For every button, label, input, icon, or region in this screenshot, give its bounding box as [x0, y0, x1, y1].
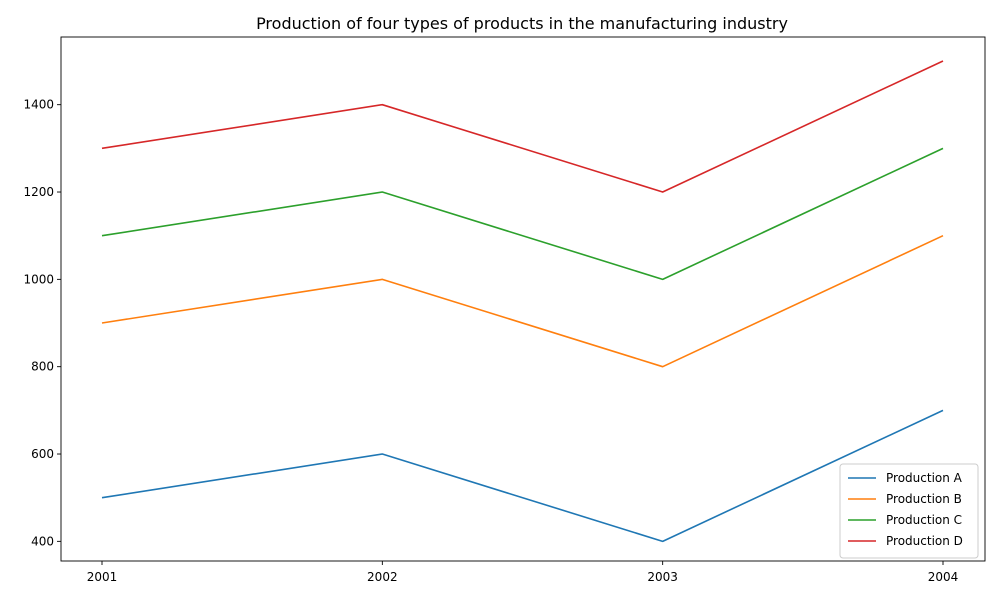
x-tick-label: 2003	[647, 570, 678, 584]
legend: Production A Production B Production C Prod…	[839, 463, 979, 559]
y-tick-label: 1200	[23, 185, 54, 199]
x-tick-label: 2004	[928, 570, 959, 584]
legend-label-2: Production B	[886, 492, 962, 506]
chart-title: Production of four types of products in …	[256, 14, 788, 33]
y-tick-label: 800	[31, 360, 54, 374]
y-tick-label: 1000	[23, 272, 54, 286]
legend-box	[839, 463, 979, 559]
series-line-1	[101, 409, 944, 543]
series-line-2	[101, 234, 944, 368]
x-tick-label: 2002	[367, 570, 398, 584]
legend-label-4: Production D	[886, 534, 963, 548]
legend-label-1: Production A	[886, 471, 963, 485]
y-tick-label: 600	[31, 447, 54, 461]
series-line-3	[101, 147, 944, 281]
legend-label-3: Production C	[886, 513, 962, 527]
series-line-4	[101, 60, 944, 193]
y-tick-label: 1400	[23, 98, 54, 112]
y-tick-label: 400	[31, 534, 54, 548]
x-tick-label: 2001	[87, 570, 118, 584]
plot-frame	[60, 36, 986, 562]
plot-area: 2001 2002 2003 2004 400 600 800 1000 1200 1400	[23, 36, 986, 584]
